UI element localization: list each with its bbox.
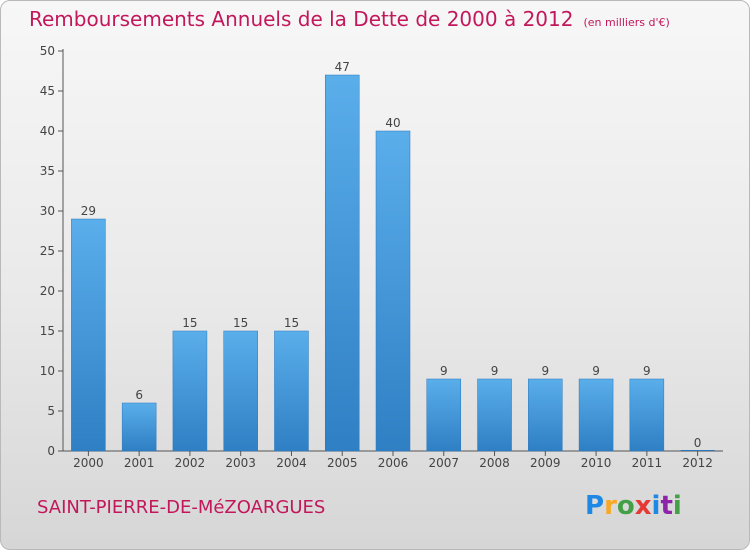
bar-value-label: 9 (491, 364, 499, 378)
bar[interactable] (121, 402, 157, 452)
x-tick-label: 2003 (225, 456, 256, 470)
bar[interactable] (375, 130, 411, 452)
bar-value-label: 47 (335, 60, 350, 74)
x-tick-label: 2009 (530, 456, 561, 470)
bar[interactable] (172, 330, 208, 452)
unit-note: (en milliers d'€) (583, 16, 670, 29)
x-tick-label: 2001 (124, 456, 155, 470)
x-tick-label: 2000 (73, 456, 104, 470)
y-tick-label: 35 (40, 164, 55, 178)
y-tick-label: 25 (40, 244, 55, 258)
x-tick-label: 2011 (632, 456, 663, 470)
y-tick-label: 50 (40, 44, 55, 58)
chart-title: Remboursements Annuels de la Dette de 20… (29, 7, 670, 31)
bar[interactable] (426, 378, 462, 452)
bar-value-label: 9 (643, 364, 651, 378)
chart-title-text: Remboursements Annuels de la Dette de 20… (29, 7, 574, 31)
bar[interactable] (528, 378, 563, 452)
bar-value-label: 0 (694, 436, 702, 450)
bar[interactable] (223, 330, 258, 452)
x-tick-label: 2006 (378, 456, 409, 470)
bar-value-label: 40 (385, 116, 400, 130)
bar-value-label: 9 (541, 364, 549, 378)
x-tick-label: 2002 (175, 456, 206, 470)
y-tick-label: 10 (40, 364, 55, 378)
bar-value-label: 29 (81, 204, 96, 218)
bar[interactable] (578, 378, 614, 452)
proxiti-logo[interactable]: Proxiti (585, 491, 682, 521)
y-tick-label: 20 (40, 284, 55, 298)
x-tick-label: 2007 (428, 456, 459, 470)
bar-value-label: 9 (440, 364, 448, 378)
bar-value-label: 9 (592, 364, 600, 378)
bar[interactable] (629, 378, 665, 452)
bar[interactable] (71, 218, 106, 452)
y-tick-label: 15 (40, 324, 55, 338)
bar-value-label: 6 (135, 388, 143, 402)
x-tick-label: 2005 (327, 456, 358, 470)
bar-value-label: 15 (233, 316, 248, 330)
x-tick-label: 2004 (276, 456, 307, 470)
bar[interactable] (324, 74, 360, 452)
bar-value-label: 15 (284, 316, 299, 330)
bar[interactable] (477, 378, 512, 452)
bar[interactable] (680, 450, 715, 451)
y-tick-label: 45 (40, 84, 55, 98)
commune-name: SAINT-PIERRE-DE-MéZOARGUES (37, 497, 326, 518)
x-tick-label: 2008 (479, 456, 510, 470)
y-tick-label: 30 (40, 204, 55, 218)
x-tick-label: 2012 (682, 456, 713, 470)
bar-value-label: 15 (182, 316, 197, 330)
y-tick-label: 40 (40, 124, 55, 138)
x-tick-label: 2010 (581, 456, 612, 470)
y-tick-label: 0 (47, 444, 55, 458)
bar[interactable] (274, 330, 309, 452)
y-tick-label: 5 (47, 404, 55, 418)
